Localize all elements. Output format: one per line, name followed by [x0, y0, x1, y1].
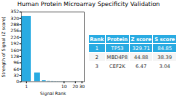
svg-text:Signal Rank: Signal Rank	[40, 91, 66, 96]
svg-text:0: 0	[16, 79, 19, 84]
svg-text:128: 128	[11, 54, 20, 59]
svg-text:Strength of Signal (Z score): Strength of Signal (Z score)	[1, 16, 6, 77]
svg-text:192: 192	[11, 41, 20, 46]
svg-text:32: 32	[13, 73, 19, 78]
html-text:44.88: 44.88	[134, 53, 149, 60]
html-text:Human Protein Microarray Speci: Human Protein Microarray Specificity Val…	[17, 0, 160, 7]
html-text:2: 2	[95, 53, 99, 60]
html-text:Protein Z score S score: Protein Z score S score	[107, 35, 175, 42]
html-text:6.47: 6.47	[135, 62, 147, 69]
svg-text:10: 10	[61, 84, 67, 89]
svg-text:256: 256	[11, 28, 20, 33]
svg-text:20: 20	[73, 84, 79, 89]
svg-text:96: 96	[13, 60, 19, 65]
html-text:3.04: 3.04	[159, 62, 171, 69]
svg-text:160: 160	[11, 48, 20, 53]
svg-text:30: 30	[79, 84, 85, 89]
html-text:TP53: TP53	[111, 44, 124, 51]
html-text:CEF2K: CEF2K	[109, 62, 126, 69]
html-text:Rank: Rank	[89, 35, 104, 42]
svg-text:320: 320	[11, 16, 20, 21]
html-text:3: 3	[95, 62, 99, 69]
html-text:1: 1	[95, 44, 99, 51]
html-text:84.85: 84.85	[157, 44, 172, 51]
svg-text:288: 288	[11, 22, 20, 27]
svg-text:224: 224	[11, 35, 20, 40]
html-text:MBD4P8: MBD4P8	[106, 53, 128, 60]
html-text:329.71: 329.71	[132, 44, 150, 51]
svg-text:1: 1	[25, 84, 28, 89]
svg-text:352: 352	[11, 9, 20, 14]
svg-text:64: 64	[13, 67, 19, 72]
html-text:38.39: 38.39	[157, 53, 172, 60]
